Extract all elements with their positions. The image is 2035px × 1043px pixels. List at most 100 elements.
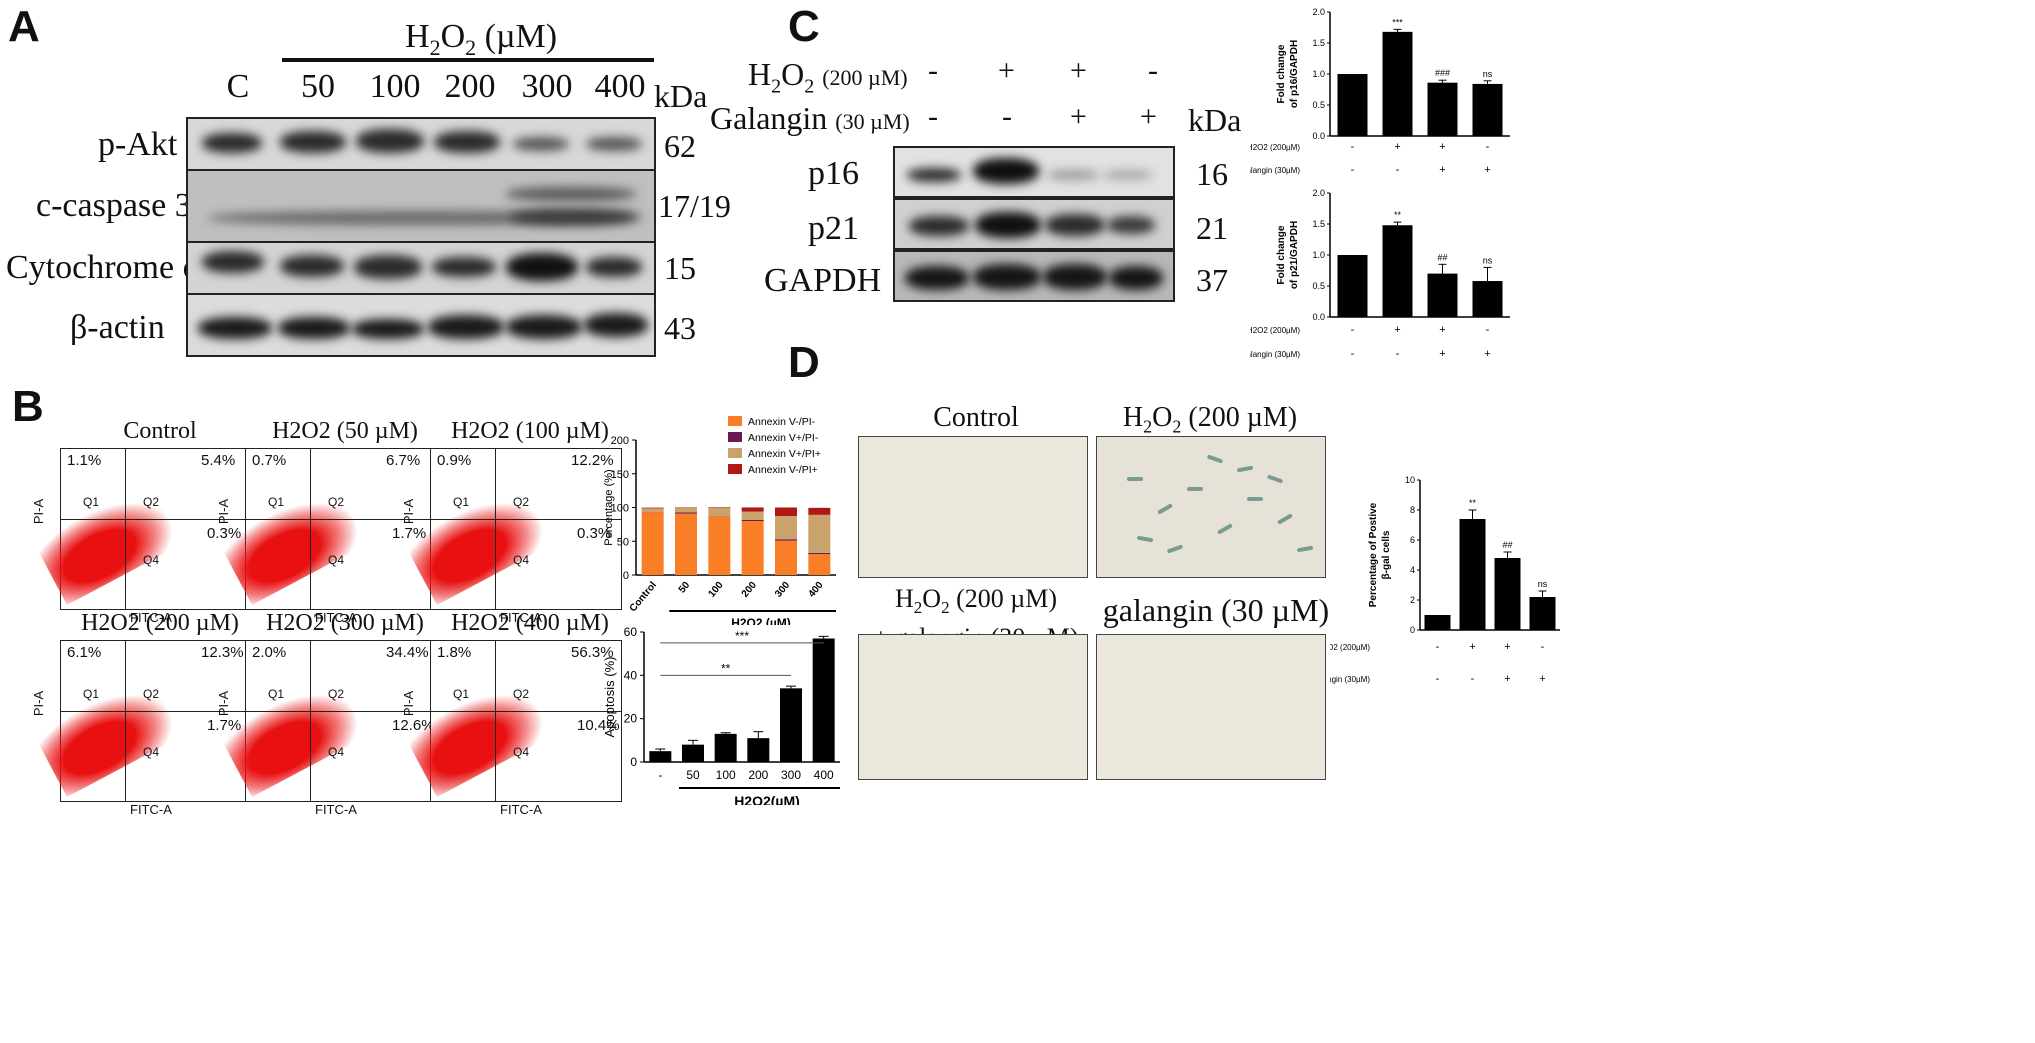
blot-row-label: Cytochrome c: [6, 249, 198, 286]
treatment-sign: +: [1504, 641, 1510, 653]
legend-swatch: [728, 432, 742, 442]
y-tick-label: 20: [624, 712, 638, 726]
y-tick-label: 60: [624, 625, 638, 639]
quadrant-label: Q1: [83, 687, 100, 701]
stacked-bar-segment: [775, 516, 797, 540]
stacked-bar-segment: [675, 513, 697, 575]
x-tick-label: -: [658, 768, 662, 782]
legend-swatch: [728, 448, 742, 458]
stained-cell: [1277, 513, 1293, 525]
blot-beta-actin: [186, 293, 656, 357]
y-tick-label: 0.5: [1312, 281, 1325, 291]
x-axis-label: FITC-A: [315, 610, 357, 625]
micro-title-h2o2: H2O2 (200 µM): [1122, 402, 1298, 437]
gate-line: [246, 519, 436, 520]
stacked-bar-segment: [741, 521, 764, 575]
legend-label: Annexin V+/PI-: [748, 432, 819, 444]
x-tick-label: 100: [716, 768, 736, 782]
significance-stars: **: [721, 661, 731, 675]
chart-beta-gal: 0 2 4 6 8 10 Percentage of Postive β-gal cells -…: [1330, 475, 1560, 685]
bar: [682, 744, 704, 762]
treatment-sign: +: [1484, 164, 1490, 176]
y-tick-label: 40: [624, 668, 638, 682]
treatment-row-label: H2O2 (200µM): [1330, 643, 1370, 652]
quadrant-percent-lr: 0.3%: [577, 525, 612, 542]
x-tick-label: 200: [740, 580, 759, 600]
y-axis-label: PI-A: [401, 690, 417, 717]
sign: +: [1070, 54, 1087, 87]
quadrant-label: Q2: [143, 687, 160, 701]
quadrant-percent-ul: 1.1%: [67, 452, 102, 469]
gate-line: [310, 449, 311, 609]
flow-scatter-plot: 0.9% 12.2% 0.3% Q1 Q2 Q4: [404, 448, 622, 610]
x-axis-label: FITC-A: [500, 802, 542, 817]
treatment-row-label: Galangin (30µM): [1250, 350, 1300, 359]
stacked-bar-segment: [708, 507, 731, 517]
quadrant-percent-ul: 6.1%: [67, 644, 102, 661]
treatment-sign: -: [1486, 141, 1490, 153]
treatment-sign: +: [1439, 348, 1445, 360]
flow-plot-title: H2O2 (50 µM): [272, 418, 418, 444]
flow-scatter-plot: 2.0% 34.4% 12.6% Q1 Q2 Q4: [219, 640, 437, 802]
treatment-row-label: H2O2 (200µM): [1250, 326, 1300, 335]
sign: +: [1070, 100, 1087, 133]
y-tick-label: 4: [1410, 565, 1415, 575]
y-tick-label: 1.5: [1312, 38, 1325, 48]
flow-scatter-plot: 6.1% 12.3% 1.7% Q1 Q2 Q4: [34, 640, 252, 802]
sign: +: [1140, 100, 1157, 133]
y-tick-label: 1.5: [1312, 219, 1325, 229]
legend-swatch: [728, 464, 742, 474]
bar: [812, 638, 835, 762]
kda-value: 16: [1196, 156, 1228, 192]
kda-value: 62: [664, 128, 696, 164]
y-tick-label: 0: [1410, 625, 1415, 635]
stained-cell: [1166, 544, 1184, 554]
legend-swatch: [728, 416, 742, 426]
y-tick-label: 1.0: [1312, 69, 1325, 79]
treatment-sign: -: [1436, 673, 1440, 685]
blot-p-akt: [186, 117, 656, 171]
y-axis-label: PI-A: [216, 498, 232, 525]
stained-cell: [1136, 535, 1154, 543]
y-axis-title: of p21/GAPDH: [1289, 221, 1300, 289]
sign: -: [928, 100, 938, 133]
treatment-sign: +: [1439, 164, 1445, 176]
gate-line: [61, 711, 251, 712]
y-tick-label: 200: [611, 435, 629, 447]
sign: -: [928, 54, 938, 87]
flow-scatter-plot: 1.1% 5.4% 0.3% Q1 Q2 Q4: [34, 448, 252, 610]
quadrant-label: Q4: [328, 553, 345, 567]
blot-row-label: c-caspase 3: [36, 187, 192, 224]
bar: [1382, 31, 1413, 137]
significance-stars: ##: [1502, 540, 1512, 550]
treatment-sign: -: [1471, 673, 1475, 685]
gate-line: [125, 641, 126, 801]
quadrant-label: Q4: [513, 553, 530, 567]
treatment-row-label: Galangin (30µM): [1330, 675, 1370, 684]
x-axis-label: FITC-A: [315, 802, 357, 817]
quadrant-percent-ur: 12.2%: [571, 452, 614, 469]
treatment-sign: +: [1394, 324, 1400, 336]
x-axis-label: FITC-A: [130, 802, 172, 817]
bar: [1529, 597, 1556, 630]
quadrant-label: Q4: [143, 553, 160, 567]
treatment-sign: -: [1486, 324, 1490, 336]
y-tick-label: 0.0: [1312, 131, 1325, 141]
quadrant-percent-ur: 6.7%: [386, 452, 421, 469]
micro-title: galangin (30 µM): [1102, 592, 1330, 628]
y-tick-label: 8: [1410, 505, 1415, 515]
y-tick-label: 150: [611, 469, 629, 481]
sign: -: [1148, 54, 1158, 87]
bar: [714, 733, 737, 762]
treatment-sign: -: [1351, 348, 1355, 360]
h2o2-treatment-label: H2O2 (200 µM): [748, 56, 908, 98]
treatment-sign: +: [1539, 673, 1545, 685]
treatment-sign: +: [1469, 641, 1475, 653]
micrograph-h2o2-galangin: [858, 634, 1088, 780]
blot-row-label: p21: [808, 210, 859, 247]
significance-stars: ***: [1392, 17, 1403, 27]
quadrant-percent-ur: 5.4%: [201, 452, 236, 469]
panel-label-d: D: [788, 338, 820, 387]
y-tick-label: 2.0: [1312, 7, 1325, 17]
treatment-sign: +: [1504, 673, 1510, 685]
